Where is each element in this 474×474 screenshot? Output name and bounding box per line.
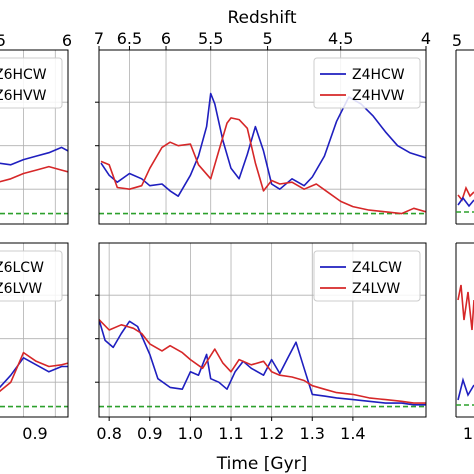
legend: Z4LCW Z4LVW xyxy=(313,250,421,302)
legend: Z6LCW Z6LVW xyxy=(0,250,63,302)
legend-box xyxy=(0,250,63,302)
panel-plot-area xyxy=(99,50,426,224)
panel-3: Z6LCW Z6LVW xyxy=(0,242,69,418)
series-line-Z6HVW xyxy=(0,165,68,183)
bottom-tick-label: 1.2 xyxy=(259,424,284,443)
series-line-fragment xyxy=(457,377,474,401)
right-top-tick-label: 5 xyxy=(452,31,462,50)
series-line-Z6LVW xyxy=(0,351,68,393)
legend: Z6HCW Z6HVW xyxy=(0,57,63,109)
top-tick-label: 6.5 xyxy=(117,29,142,48)
series-line-Z4HCW xyxy=(100,92,426,197)
series-line-fragment xyxy=(457,196,474,208)
bottom-tick-label: 1.0 xyxy=(178,424,203,443)
top-tick-label: 5.5 xyxy=(198,29,223,48)
top-tick-label: 5 xyxy=(262,29,272,48)
left-top-tick-label: 5 xyxy=(0,31,6,50)
right-panel-fragment xyxy=(455,242,474,418)
panel-2: Z6HCW Z6HVW xyxy=(0,49,69,225)
top-tick-label: 7 xyxy=(94,29,104,48)
top-tick-label: 4 xyxy=(421,29,431,48)
top-axis-title: Redshift xyxy=(227,8,296,28)
legend-label: Z6HCW xyxy=(0,67,47,83)
series-line-Z4HVW xyxy=(100,117,426,215)
bottom-tick-label: 1.1 xyxy=(218,424,243,443)
bottom-tick-label: 0.8 xyxy=(96,424,121,443)
legend-label: Z4HVW xyxy=(352,88,405,104)
series-line-fragment xyxy=(457,185,474,202)
series-line-Z6LCW xyxy=(0,357,68,389)
top-tick-label: 6 xyxy=(161,29,171,48)
bottom-tick-label: 1.4 xyxy=(340,424,365,443)
right-bottom-tick-label: 1 xyxy=(463,424,473,443)
series-line-Z4LVW xyxy=(99,319,426,404)
panel-frame xyxy=(0,242,69,418)
bottom-tick-label: 1.3 xyxy=(300,424,325,443)
panel-frame xyxy=(98,242,427,418)
series-line-fragment xyxy=(457,284,474,331)
series-line-Z6HCW xyxy=(0,146,68,166)
panel-1: 0.8 0.9 1.0 1.1 1.2 1.3 1.4 Z4LCW Z4LVW xyxy=(95,242,427,443)
legend-box xyxy=(0,57,63,109)
panel-0: 7 6.5 6 5.5 5 4.5 4 Z4HCW Z4HVW xyxy=(94,29,431,225)
legend-label: Z6LCW xyxy=(0,260,44,276)
panel-frame xyxy=(0,49,69,225)
right-panel-fragment xyxy=(455,49,474,225)
left-top-tick-label: 6 xyxy=(62,31,72,50)
legend-label: Z4HCW xyxy=(352,67,405,83)
series-line-Z4LCW xyxy=(99,319,426,406)
legend: Z4HCW Z4HVW xyxy=(313,57,421,109)
legend-label: Z4LCW xyxy=(352,260,402,276)
panel-plot-area xyxy=(99,243,426,417)
bottom-tick-label: 0.9 xyxy=(137,424,162,443)
legend-label: Z6LVW xyxy=(0,281,42,297)
left-bottom-tick-label: 0.9 xyxy=(22,424,47,443)
panel-frame xyxy=(98,49,427,225)
legend-label: Z6HVW xyxy=(0,88,47,104)
top-tick-label: 4.5 xyxy=(328,29,353,48)
legend-label: Z4LVW xyxy=(352,281,400,297)
bottom-axis-title: Time [Gyr] xyxy=(216,454,308,474)
